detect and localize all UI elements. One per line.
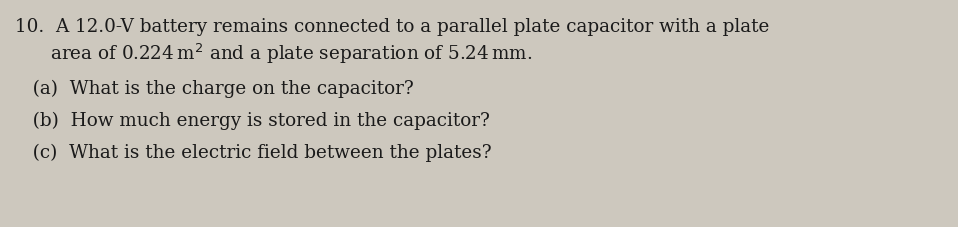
Text: 10.  A 12.0-V battery remains connected to a parallel plate capacitor with a pla: 10. A 12.0-V battery remains connected t… bbox=[15, 18, 769, 36]
Text: (c)  What is the electric field between the plates?: (c) What is the electric field between t… bbox=[15, 144, 491, 162]
Text: (a)  What is the charge on the capacitor?: (a) What is the charge on the capacitor? bbox=[15, 80, 414, 98]
Text: (b)  How much energy is stored in the capacitor?: (b) How much energy is stored in the cap… bbox=[15, 112, 490, 130]
Text: area of 0.224 m$^{2}$ and a plate separation of 5.24 mm.: area of 0.224 m$^{2}$ and a plate separa… bbox=[15, 42, 533, 66]
